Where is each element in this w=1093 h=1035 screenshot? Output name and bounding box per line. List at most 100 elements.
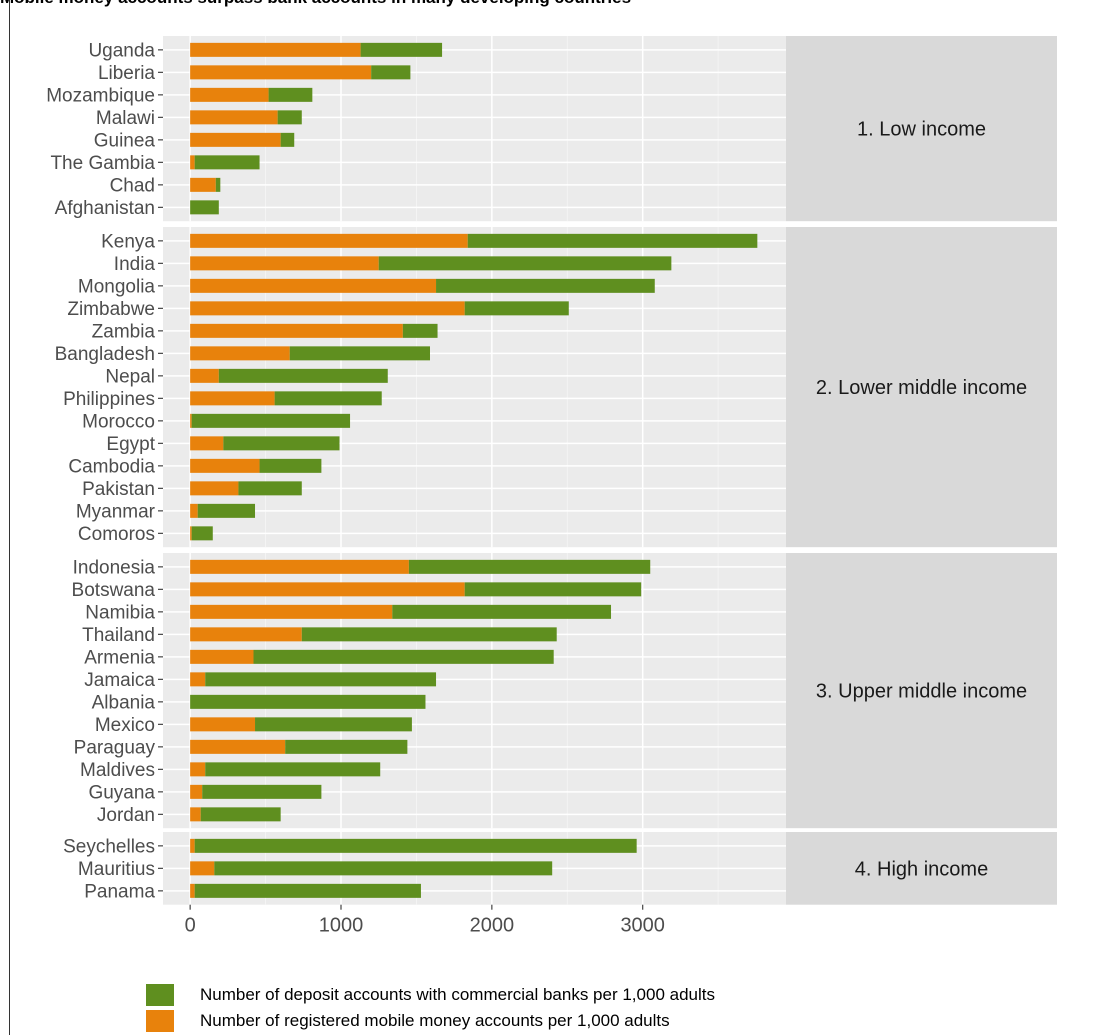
facet-label: 2. Lower middle income <box>816 377 1027 399</box>
caption-fragment: Mobile money accounts surpass bank accou… <box>0 0 1093 12</box>
bar-mobile-mexico <box>190 717 256 732</box>
bar-mobile-botswana <box>190 582 465 597</box>
legend: Number of deposit accounts with commerci… <box>146 982 715 1034</box>
y-tick-label-botswana: Botswana <box>72 580 156 601</box>
bar-deposit-india <box>378 256 672 271</box>
y-tick-label-zambia: Zambia <box>92 321 156 342</box>
bar-mobile-seychelles <box>190 838 195 853</box>
legend-label-deposit: Number of deposit accounts with commerci… <box>200 985 715 1004</box>
facet-strip <box>786 832 1057 905</box>
y-tick-label-chad: Chad <box>110 175 155 196</box>
bar-mobile-armenia <box>190 649 254 664</box>
y-tick-label-afghanistan: Afghanistan <box>55 198 155 219</box>
bar-mobile-nepal <box>190 368 219 383</box>
y-tick-label-jordan: Jordan <box>97 805 155 826</box>
bar-mobile-kenya <box>190 233 468 248</box>
bar-deposit-the-gambia <box>194 155 260 170</box>
bar-mobile-cambodia <box>190 458 260 473</box>
bar-mobile-zimbabwe <box>190 301 465 316</box>
x-tick-label: 1000 <box>319 915 364 937</box>
y-tick-label-malawi: Malawi <box>96 108 155 129</box>
bar-mobile-paraguay <box>190 739 286 754</box>
x-tick-label: 3000 <box>620 915 665 937</box>
bar-deposit-mongolia <box>436 278 655 293</box>
bar-deposit-bangladesh <box>289 346 430 361</box>
facet-strip <box>786 36 1057 222</box>
bar-mobile-the-gambia <box>190 155 195 170</box>
y-tick-label-jamaica: Jamaica <box>84 670 155 691</box>
y-tick-label-bangladesh: Bangladesh <box>55 344 155 365</box>
bar-deposit-guyana <box>202 784 322 799</box>
bar-mobile-egypt <box>190 436 224 451</box>
bar-deposit-chad <box>215 177 221 192</box>
bar-mobile-philippines <box>190 391 275 406</box>
bar-deposit-philippines <box>274 391 382 406</box>
bar-deposit-mozambique <box>268 87 313 102</box>
legend-swatch-mobile <box>146 1010 174 1032</box>
y-tick-label-armenia: Armenia <box>84 647 155 668</box>
y-tick-label-zimbabwe: Zimbabwe <box>67 299 155 320</box>
y-tick-label-paraguay: Paraguay <box>74 737 156 758</box>
bar-deposit-morocco <box>191 413 351 428</box>
bar-mobile-maldives <box>190 762 206 777</box>
bar-deposit-guinea <box>280 132 295 147</box>
bar-deposit-comoros <box>191 526 213 541</box>
bar-mobile-india <box>190 256 379 271</box>
bar-deposit-botswana <box>464 582 642 597</box>
bar-deposit-mexico <box>255 717 412 732</box>
y-tick-label-mauritius: Mauritius <box>78 859 155 880</box>
y-tick-label-kenya: Kenya <box>101 231 155 252</box>
left-border-line <box>9 0 10 1035</box>
panel-background <box>163 227 786 548</box>
bar-mobile-chad <box>190 177 216 192</box>
bar-mobile-morocco <box>190 413 192 428</box>
y-tick-label-thailand: Thailand <box>82 625 155 646</box>
bar-deposit-zimbabwe <box>464 301 569 316</box>
y-tick-label-the-gambia: The Gambia <box>50 153 155 174</box>
facet-strip <box>786 227 1057 548</box>
bar-deposit-namibia <box>392 604 612 619</box>
bar-deposit-maldives <box>205 762 381 777</box>
panel-background <box>163 553 786 829</box>
y-tick-label-india: India <box>114 254 156 275</box>
y-tick-label-seychelles: Seychelles <box>63 836 155 857</box>
y-tick-label-guinea: Guinea <box>94 130 156 151</box>
bar-deposit-uganda <box>360 42 443 57</box>
y-tick-label-mexico: Mexico <box>95 715 155 736</box>
y-tick-label-cambodia: Cambodia <box>68 456 155 477</box>
bar-mobile-guyana <box>190 784 203 799</box>
bar-deposit-liberia <box>371 65 411 80</box>
bar-mobile-panama <box>190 883 195 898</box>
x-tick-label: 0 <box>185 915 196 937</box>
bar-deposit-indonesia <box>408 559 651 574</box>
y-tick-label-maldives: Maldives <box>80 760 155 781</box>
y-tick-label-myanmar: Myanmar <box>76 501 156 522</box>
bar-mobile-mozambique <box>190 87 269 102</box>
bar-deposit-mauritius <box>214 861 553 876</box>
facet-label: 4. High income <box>855 858 988 880</box>
bar-mobile-jordan <box>190 807 201 822</box>
bar-deposit-seychelles <box>194 838 637 853</box>
bar-mobile-bangladesh <box>190 346 290 361</box>
bar-deposit-zambia <box>402 323 438 338</box>
y-tick-label-liberia: Liberia <box>98 63 155 84</box>
bar-deposit-armenia <box>253 649 554 664</box>
y-tick-label-morocco: Morocco <box>82 411 155 432</box>
y-tick-label-albania: Albania <box>92 692 156 713</box>
bar-deposit-nepal <box>218 368 388 383</box>
bar-deposit-panama <box>194 883 421 898</box>
legend-label-mobile: Number of registered mobile money accoun… <box>200 1011 670 1030</box>
bar-mobile-jamaica <box>190 672 206 687</box>
legend-swatch-deposit <box>146 984 174 1006</box>
bar-mobile-guinea <box>190 132 281 147</box>
bar-mobile-myanmar <box>190 503 198 518</box>
panel-background <box>163 36 786 222</box>
y-tick-label-indonesia: Indonesia <box>73 557 156 578</box>
bar-mobile-thailand <box>190 627 302 642</box>
facet-label: 1. Low income <box>857 119 986 141</box>
y-tick-label-egypt: Egypt <box>106 434 155 455</box>
y-tick-label-nepal: Nepal <box>105 366 155 387</box>
facet-label: 3. Upper middle income <box>816 681 1027 703</box>
y-tick-label-namibia: Namibia <box>85 602 155 623</box>
